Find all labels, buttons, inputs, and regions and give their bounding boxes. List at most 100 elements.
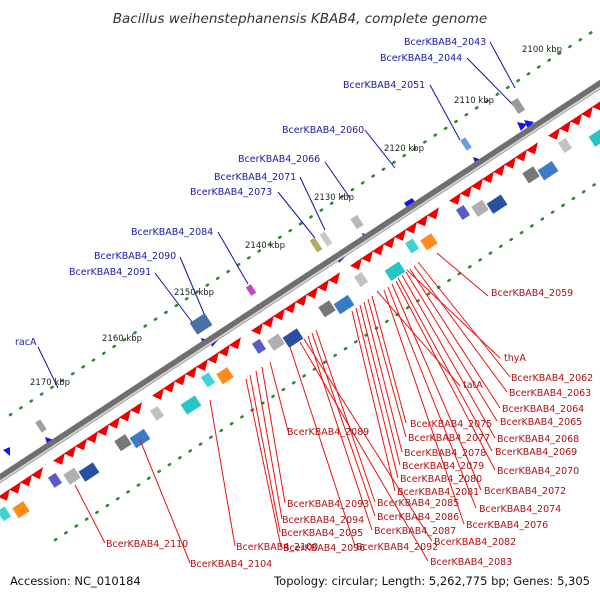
forward-gene-arrow xyxy=(328,272,340,285)
label-2068: BcerKBAB4_2068 xyxy=(497,434,579,445)
forward-gene-arrow xyxy=(229,337,241,350)
label-2100: BcerKBAB4_2100 xyxy=(236,542,318,553)
label-2096: BcerKBAB4_2096 xyxy=(283,543,365,554)
forward-gene-arrow xyxy=(152,387,164,400)
label-2073: BcerKBAB4_2073 xyxy=(190,187,272,198)
label-2087: BcerKBAB4_2087 xyxy=(374,526,456,537)
forward-gene-arrow xyxy=(262,315,274,328)
label-2090: BcerKBAB4_2090 xyxy=(94,251,176,262)
forward-gene-arrow xyxy=(163,380,175,393)
tick-label-2150: 2150 kbp xyxy=(174,288,214,298)
upper-labels: BcerKBAB4_2043 BcerKBAB4_2044 BcerKBAB4_… xyxy=(15,37,486,348)
label-2092: BcerKBAB4_2092 xyxy=(356,542,438,553)
forward-gene-arrow xyxy=(482,171,494,184)
genome-summary-text: Topology: circular; Length: 5,262,775 bp… xyxy=(273,574,590,588)
tick-label-2170: 2170 kbp xyxy=(30,378,70,388)
forward-gene-arrow xyxy=(515,149,527,162)
forward-gene-arrow xyxy=(218,344,230,357)
label-2083: BcerKBAB4_2083 xyxy=(430,557,512,568)
label-racA: racA xyxy=(15,337,37,348)
forward-gene-arrow xyxy=(174,373,186,386)
forward-gene-arrow xyxy=(592,101,600,111)
gene-feature-block xyxy=(180,395,202,415)
forward-gene-arrow xyxy=(493,163,505,176)
label-2091: BcerKBAB4_2091 xyxy=(69,267,151,278)
forward-gene-arrow xyxy=(53,452,65,465)
forward-gene-arrow xyxy=(526,142,538,155)
forward-gene-arrow xyxy=(295,293,307,306)
forward-gene-arrow xyxy=(559,120,571,133)
forward-gene-arrow xyxy=(108,416,120,429)
gene-feature-block xyxy=(420,233,438,251)
forward-gene-arrow xyxy=(119,409,131,422)
gene-feature-block xyxy=(216,367,234,385)
label-2085: BcerKBAB4_2085 xyxy=(377,498,459,509)
label-2072: BcerKBAB4_2072 xyxy=(484,486,566,497)
tick-label-2130: 2130 kbp xyxy=(314,193,354,203)
forward-gene-arrow xyxy=(471,178,483,191)
backbone xyxy=(0,79,600,484)
label-2065: BcerKBAB4_2065 xyxy=(500,417,582,428)
tick-labels: 2100 kbp 2110 kbp 2120 kbp 2130 kbp 2140… xyxy=(30,45,562,388)
forward-gene-arrow xyxy=(207,351,219,364)
label-2064: BcerKBAB4_2064 xyxy=(502,404,584,415)
label-2060: BcerKBAB4_2060 xyxy=(282,125,364,136)
forward-gene-arrow xyxy=(284,301,296,314)
forward-gene-arrow xyxy=(449,192,461,205)
forward-gene-arrow xyxy=(0,488,10,501)
accession-text: Accession: NC_010184 xyxy=(10,574,141,588)
tick-dots xyxy=(8,30,600,542)
gene-feature-block xyxy=(200,372,216,388)
label-2077: BcerKBAB4_2077 xyxy=(408,433,490,444)
upper-callout-lines xyxy=(37,41,521,389)
label-2094: BcerKBAB4_2094 xyxy=(282,515,364,526)
forward-gene-arrow xyxy=(20,474,32,487)
gene-feature-block xyxy=(333,294,355,315)
forward-gene-arrow xyxy=(31,467,43,480)
tick-label-2160: 2160 kbp xyxy=(102,334,142,344)
gene-feature-block xyxy=(63,467,81,485)
label-2095: BcerKBAB4_2095 xyxy=(281,528,363,539)
forward-gene-arrow xyxy=(383,236,395,249)
forward-gene-arrow xyxy=(273,308,285,321)
tick-label-2100: 2100 kbp xyxy=(522,45,562,55)
forward-gene-arrow xyxy=(97,423,109,436)
label-2044: BcerKBAB4_2044 xyxy=(380,53,462,64)
label-2063: BcerKBAB4_2063 xyxy=(509,388,591,399)
label-2051: BcerKBAB4_2051 xyxy=(343,80,425,91)
label-2093: BcerKBAB4_2093 xyxy=(287,499,369,510)
gene-feature-block xyxy=(522,166,540,184)
label-2043: BcerKBAB4_2043 xyxy=(404,37,486,48)
forward-gene-arrow xyxy=(570,113,582,126)
gene-feature-block xyxy=(267,333,285,351)
gene-feature-block xyxy=(114,434,132,452)
gene-feature-block xyxy=(353,271,369,287)
tick-label-2120: 2120 kbp xyxy=(384,144,424,154)
gene-feature-block xyxy=(384,261,406,281)
label-2078: BcerKBAB4_2078 xyxy=(404,448,486,459)
label-2059: BcerKBAB4_2059 xyxy=(491,288,573,299)
label-tatA: tatA xyxy=(463,380,483,391)
gene-feature-block xyxy=(318,300,336,318)
forward-gene-arrow xyxy=(185,366,197,379)
label-2080: BcerKBAB4_2080 xyxy=(400,474,482,485)
label-2074: BcerKBAB4_2074 xyxy=(479,504,561,515)
gene-feature-block xyxy=(471,199,489,217)
gene-feature-block xyxy=(47,472,63,488)
gene-feature-block xyxy=(149,405,165,421)
forward-gene-arrow xyxy=(416,214,428,227)
forward-gene-arrow xyxy=(196,358,208,371)
forward-strand-genes xyxy=(0,101,600,501)
label-2071: BcerKBAB4_2071 xyxy=(214,172,296,183)
lower-labels: BcerKBAB4_2059 thyA tatA BcerKBAB4_2062 … xyxy=(106,288,593,570)
forward-gene-arrow xyxy=(548,127,560,140)
label-thyA: thyA xyxy=(504,353,526,364)
forward-gene-arrow xyxy=(581,106,593,119)
forward-gene-arrow xyxy=(9,481,21,494)
forward-gene-arrow xyxy=(306,286,318,299)
gene-feature-block xyxy=(282,328,304,348)
tick-label-2140: 2140 kbp xyxy=(245,241,285,251)
gene-feature-block xyxy=(129,428,151,449)
feature-blocks xyxy=(0,127,600,522)
